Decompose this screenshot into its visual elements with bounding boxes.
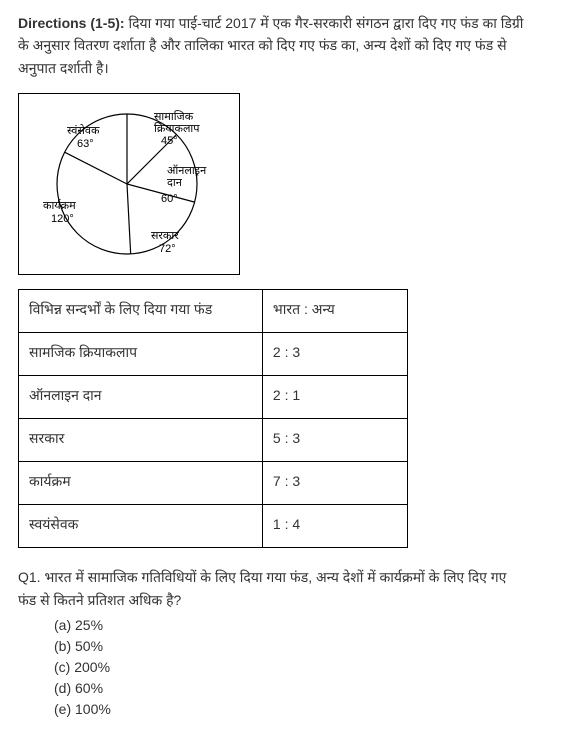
table-cell: 2 : 3 (262, 333, 407, 376)
table-cell: 5 : 3 (262, 419, 407, 462)
table-row: कार्यक्रम 7 : 3 (19, 462, 408, 505)
table-cell: कार्यक्रम (19, 462, 263, 505)
svg-text:क्रियाकलाप: क्रियाकलाप (154, 122, 200, 135)
table-row: सामजिक क्रियाकलाप 2 : 3 (19, 333, 408, 376)
options-list: (a) 25% (b) 50% (c) 200% (d) 60% (e) 100… (18, 615, 555, 720)
table-row: ऑनलाइन दान 2 : 1 (19, 376, 408, 419)
svg-text:ऑनलाइन: ऑनलाइन (167, 164, 207, 177)
directions-label: Directions (1-5): (18, 15, 125, 31)
option-b: (b) 50% (54, 636, 555, 657)
table-row: स्वयंसेवक 1 : 4 (19, 505, 408, 548)
svg-text:72°: 72° (159, 243, 176, 255)
svg-text:63°: 63° (77, 138, 94, 150)
table-header-col2: भारत : अन्य (262, 290, 407, 333)
directions-text-3: अनुपात दर्शाती है। (18, 57, 555, 79)
ratio-table: विभिन्न सन्दर्भों के लिए दिया गया फंड भा… (18, 289, 408, 548)
pie-chart: सामाजिकक्रियाकलाप45° ऑनलाइनदान 60° सरकार72°… (19, 94, 239, 274)
question-block: Q1. भारत में सामाजिक गतिविधियों के लिए द… (18, 566, 555, 611)
option-e: (e) 100% (54, 699, 555, 720)
svg-text:सामाजिक: सामाजिक (154, 110, 194, 123)
svg-text:दान: दान (167, 177, 183, 189)
table-cell: सामजिक क्रियाकलाप (19, 333, 263, 376)
pie-chart-container: सामाजिकक्रियाकलाप45° ऑनलाइनदान 60° सरकार72°… (18, 93, 240, 275)
table-cell: 2 : 1 (262, 376, 407, 419)
svg-text:45°: 45° (161, 135, 178, 147)
question-text-1: भारत में सामाजिक गतिविधियों के लिए दिया … (41, 569, 507, 585)
directions-text-1: दिया गया पाई-चार्ट 2017 में एक गैर-सरकार… (125, 15, 524, 31)
table-header-col1: विभिन्न सन्दर्भों के लिए दिया गया फंड (19, 290, 263, 333)
option-a: (a) 25% (54, 615, 555, 636)
option-d: (d) 60% (54, 678, 555, 699)
table-cell: स्वयंसेवक (19, 505, 263, 548)
directions-block: Directions (1-5): दिया गया पाई-चार्ट 201… (18, 12, 555, 79)
svg-text:120°: 120° (51, 213, 74, 225)
svg-text:सरकार: सरकार (151, 230, 179, 242)
svg-text:स्वंसेवक: स्वंसेवक (67, 124, 100, 137)
question-number: Q1. (18, 569, 41, 585)
svg-text:60°: 60° (161, 193, 178, 205)
table-cell: 1 : 4 (262, 505, 407, 548)
option-c: (c) 200% (54, 657, 555, 678)
table-row: सरकार 5 : 3 (19, 419, 408, 462)
table-cell: ऑनलाइन दान (19, 376, 263, 419)
table-cell: सरकार (19, 419, 263, 462)
directions-text-2: के अनुसार वितरण दर्शाता है और तालिका भार… (18, 34, 555, 56)
table-cell: 7 : 3 (262, 462, 407, 505)
table-row: विभिन्न सन्दर्भों के लिए दिया गया फंड भा… (19, 290, 408, 333)
question-text-2: फंड से कितने प्रतिशत अधिक है? (18, 589, 555, 611)
svg-text:कार्यक्रम: कार्यक्रम (43, 199, 76, 212)
